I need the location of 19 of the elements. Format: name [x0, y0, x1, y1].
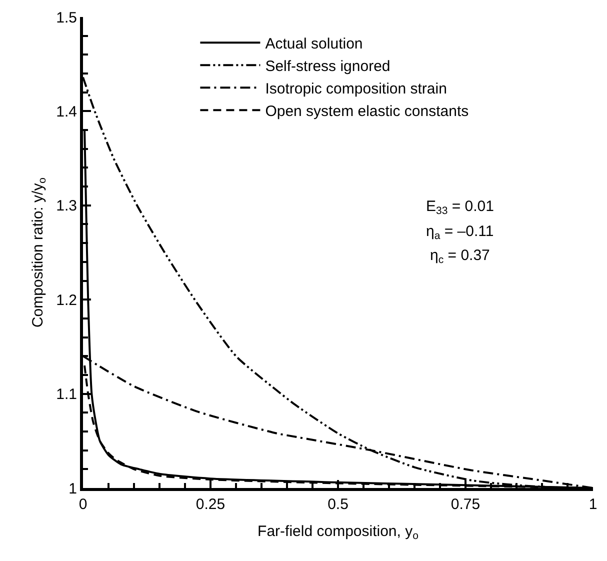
legend-label: Self-stress ignored	[265, 58, 390, 76]
y-tick-label: 1.1	[56, 386, 77, 404]
y-tick-label: 1.5	[56, 9, 77, 26]
x-tick-label: 0.25	[196, 496, 226, 513]
annotation: E$_{33}$ = 0.01	[426, 198, 494, 218]
legend-label: Isotropic composition strain	[265, 80, 447, 98]
x-axis-title: Far-field composition, y$_{o}$	[258, 523, 419, 542]
legend-label: Open system elastic constants	[265, 103, 469, 120]
annotation: η$_{c}$ = 0.37	[430, 247, 490, 266]
y-tick-label: 1.2	[56, 292, 77, 309]
x-tick-label: 1	[588, 496, 598, 513]
x-tick-label: 0.5	[328, 496, 348, 513]
x-tick-label: 0	[78, 496, 88, 513]
y-tick-label: 1.4	[56, 103, 77, 120]
x-tick-label: 0.75	[450, 496, 480, 513]
y-tick-label: 1.3	[56, 198, 77, 215]
annotation: η$_{a}$ = –0.11	[426, 223, 494, 242]
legend-label: Actual solution	[265, 36, 363, 53]
y-tick-label: 1	[68, 480, 77, 498]
